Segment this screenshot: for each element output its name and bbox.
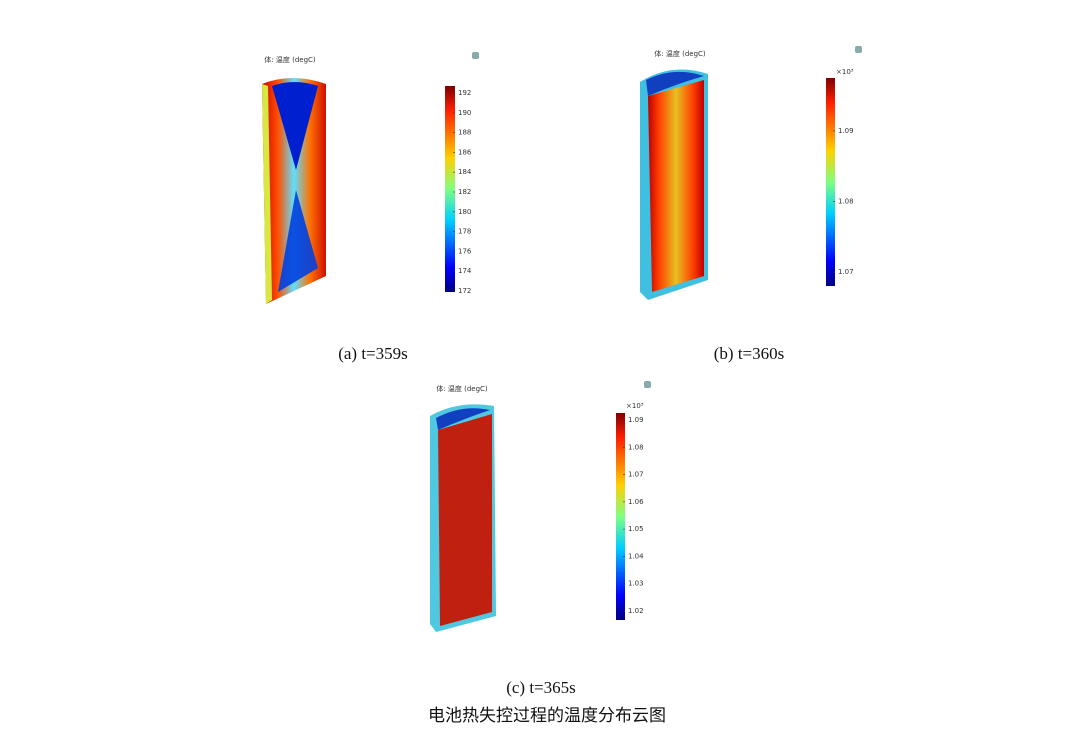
tick-label: 1.02 (628, 607, 644, 615)
tick-label: 1.05 (628, 525, 644, 533)
tick-label: 178 (458, 228, 471, 236)
plot-c (430, 404, 496, 632)
tick-label: 1.07 (628, 471, 644, 479)
icon (644, 381, 651, 388)
colorbar (826, 78, 835, 286)
tick-label: 186 (458, 148, 472, 156)
plot-title: 体: 温度 (degC) (264, 55, 316, 64)
plot-title: 体: 温度 (degC) (436, 384, 488, 393)
multiplier: ×10³ (626, 402, 644, 410)
colorbar (616, 413, 625, 620)
tick-label: 172 (458, 287, 471, 295)
colorbar (445, 86, 455, 292)
tick-label: 180 (458, 208, 471, 216)
tick-label: 1.09 (838, 127, 854, 135)
tick-label: 182 (458, 188, 471, 196)
icon (855, 46, 862, 53)
tick-label: 190 (458, 109, 471, 117)
tick-label: 174 (458, 267, 472, 275)
multiplier: ×10³ (836, 68, 854, 76)
tick-label: 176 (458, 247, 472, 255)
tick-label: 1.07 (838, 268, 854, 276)
tick-label: 184 (458, 168, 472, 176)
subcaption: (b) t=360s (714, 344, 785, 363)
plot-b (640, 69, 708, 300)
icon (472, 52, 479, 59)
plot-a (262, 78, 326, 304)
tick-label: 192 (458, 89, 471, 97)
plot-title: 体: 温度 (degC) (654, 49, 706, 58)
tick-label: 1.08 (628, 443, 644, 451)
tick-label: 188 (458, 129, 471, 137)
subcaption: (c) t=365s (506, 678, 576, 697)
tick-label: 1.04 (628, 552, 644, 560)
tick-label: 1.06 (628, 498, 644, 506)
tick-label: 1.08 (838, 198, 854, 206)
figure-caption: 电池热失控过程的温度分布云图 (428, 706, 666, 725)
tick-label: 1.03 (628, 580, 644, 588)
subcaption: (a) t=359s (338, 344, 408, 363)
tick-label: 1.09 (628, 416, 644, 424)
